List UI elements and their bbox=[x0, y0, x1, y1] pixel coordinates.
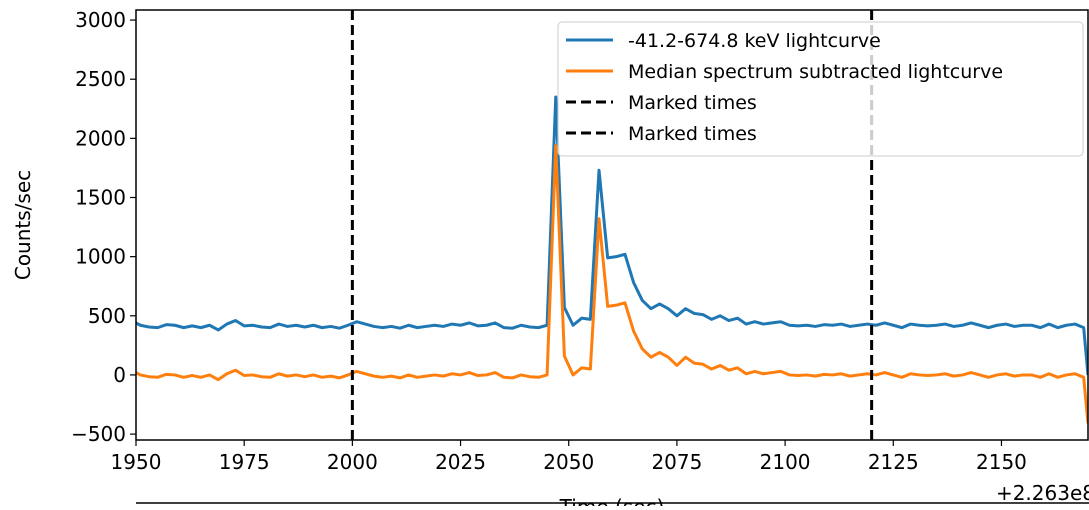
series-line bbox=[136, 143, 1088, 424]
series-line bbox=[136, 95, 1088, 376]
y-axis-label: Counts/sec bbox=[11, 170, 35, 280]
y-tick-label: 500 bbox=[88, 304, 126, 328]
y-tick-label: −500 bbox=[71, 422, 126, 446]
x-axis-label: Time (sec) bbox=[559, 495, 665, 506]
legend-label: Marked times bbox=[628, 123, 757, 145]
x-tick-label: 1950 bbox=[111, 450, 162, 474]
x-tick-label: 2125 bbox=[868, 450, 919, 474]
legend-label: -41.2-674.8 keV lightcurve bbox=[628, 30, 881, 52]
legend-box bbox=[557, 21, 1084, 157]
x-tick-label: 2100 bbox=[760, 450, 811, 474]
x-tick-label: 2050 bbox=[543, 450, 594, 474]
y-tick-label: 2000 bbox=[75, 126, 126, 150]
y-tick-label: 2500 bbox=[75, 67, 126, 91]
legend-label: Marked times bbox=[628, 92, 757, 114]
x-tick-label: 2000 bbox=[327, 450, 378, 474]
x-offset-label: +2.263e8 bbox=[996, 481, 1089, 505]
x-tick-label: 1975 bbox=[219, 450, 270, 474]
y-tick-label: 3000 bbox=[75, 8, 126, 32]
legend-label: Median spectrum subtracted lightcurve bbox=[628, 61, 1003, 83]
axes-frame bbox=[135, 9, 1089, 441]
x-tick-label: 2025 bbox=[435, 450, 486, 474]
y-tick-label: 1500 bbox=[75, 185, 126, 209]
x-tick-label: 2075 bbox=[651, 450, 702, 474]
x-tick-label: 2150 bbox=[976, 450, 1027, 474]
y-tick-label: 0 bbox=[113, 363, 126, 387]
plot bbox=[136, 10, 1088, 440]
y-tick-label: 1000 bbox=[75, 245, 126, 269]
